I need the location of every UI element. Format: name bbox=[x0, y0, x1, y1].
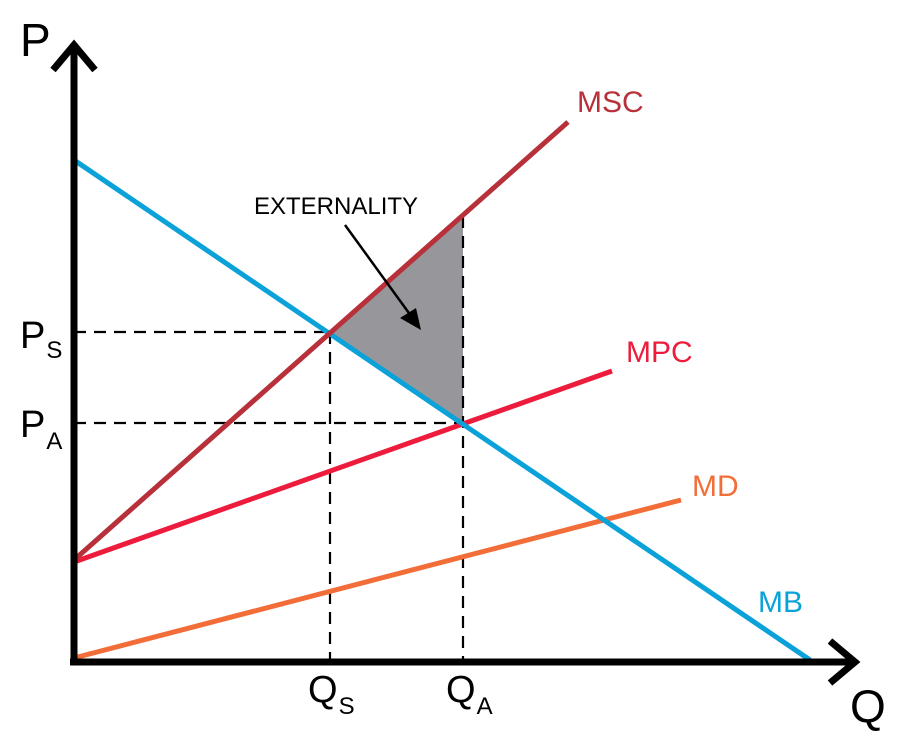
y-axis-title: P bbox=[20, 14, 51, 66]
externality-region bbox=[330, 216, 463, 423]
md-curve bbox=[73, 497, 682, 661]
externality-arrowhead-icon bbox=[400, 308, 421, 330]
mpc-label: MPC bbox=[626, 336, 693, 369]
mpc-curve bbox=[73, 368, 613, 565]
price-tick-pa: PA bbox=[20, 404, 62, 455]
md-label: MD bbox=[692, 470, 739, 503]
price-tick-ps: PS bbox=[20, 315, 62, 364]
mb-label: MB bbox=[758, 586, 803, 619]
mb-curve bbox=[72, 157, 812, 663]
x-axis-title: Q bbox=[850, 680, 886, 732]
quantity-tick-qa: QA bbox=[446, 669, 493, 720]
externality-arrow-line bbox=[343, 224, 416, 321]
msc-curve bbox=[72, 120, 570, 562]
y-axis-arrow-icon bbox=[50, 39, 98, 73]
quantity-tick-qs: QS bbox=[308, 669, 355, 720]
msc-label: MSC bbox=[577, 86, 644, 119]
externality-label: EXTERNALITY bbox=[254, 193, 418, 220]
x-axis-arrow-icon bbox=[827, 638, 861, 686]
